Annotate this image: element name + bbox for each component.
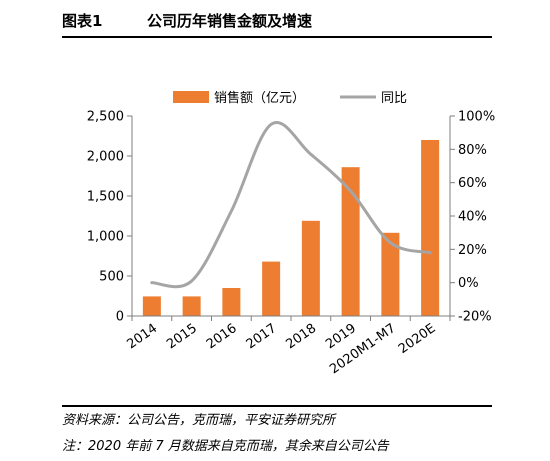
bar-series [142,140,440,316]
right-axis-tick-label: 0% [458,276,479,291]
figure-number: 图表1 [62,12,103,30]
x-axis-tick-label: 2020E [396,321,438,357]
bar [421,140,440,316]
remark-note: 注：2020 年前 7 月数据来自克而瑞，其余来自公司公告 [62,439,389,454]
left-axis-tick-label: 1,000 [87,230,124,245]
x-axis-tick-label: 2016 [204,321,240,352]
x-axis-tick-label: 2015 [164,321,200,352]
figure-header: 图表1 公司历年销售金额及增速 [0,0,550,44]
right-axis: -20% 0% 20% 40% 60% 80% 100% [449,110,495,325]
x-axis-tick-label: 2017 [244,321,280,352]
right-axis-tick-label: 80% [458,143,487,158]
right-axis-tick-label: 20% [458,243,487,258]
left-axis: 0 500 1,000 1,500 2,000 2,500 [87,110,133,325]
figure-title: 公司历年销售金额及增速 [147,12,313,30]
legend: 销售额（亿元） 同比 [173,90,407,106]
legend-label-yoy: 同比 [381,91,407,106]
yoy-line [150,121,432,289]
left-axis-tick-label: 1,500 [87,190,124,205]
footer-rule [62,405,492,407]
legend-label-sales: 销售额（亿元） [214,90,305,106]
bar [222,288,241,316]
right-axis-tick-label: -20% [458,310,492,325]
bar [381,232,400,316]
left-axis-tick-label: 500 [99,270,124,285]
bar [262,261,281,316]
left-axis-tick-label: 2,500 [87,110,124,125]
bar [142,296,161,316]
right-axis-tick-label: 100% [458,110,495,125]
bar [341,167,360,316]
right-axis-tick-label: 40% [458,210,487,225]
bar [182,296,201,316]
source-note: 资料来源：公司公告，克而瑞，平安证券研究所 [62,413,336,428]
left-axis-tick-label: 0 [116,310,124,325]
line-series [150,121,432,289]
x-axis-tick-label: 2018 [283,321,319,352]
combo-chart: 销售额（亿元） 同比 0 500 1,000 1,500 2,000 2,500 -20%… [87,90,495,377]
left-axis-tick-label: 2,000 [87,150,124,165]
right-axis-tick-label: 60% [458,176,487,191]
x-axis-tick-label: 2014 [124,321,160,352]
legend-swatch-sales [173,91,209,103]
bar [301,220,320,316]
header-rule [62,36,492,38]
